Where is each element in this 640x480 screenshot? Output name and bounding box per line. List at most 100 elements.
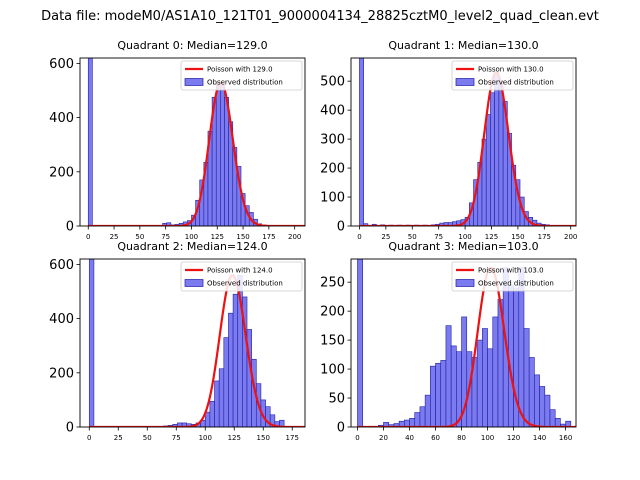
quadrant-1-plot-area [359,58,576,226]
x-tick-label: 160 [559,434,572,442]
x-tick-label: 125 [211,233,224,241]
legend-box [180,60,303,91]
histogram-bar [209,400,215,427]
histogram-bar [487,348,494,427]
histogram-bar [409,418,416,427]
histogram-bar [87,58,93,226]
y-tick-label: 400 [49,111,74,126]
x-tick-label: 100 [458,233,471,241]
x-tick-label: 0 [355,434,359,442]
y-tick-label: 200 [49,366,74,381]
histogram-bar [539,386,546,427]
legend: Poisson with 130.0 Observed distribution [451,60,574,91]
x-tick-label: 75 [434,233,443,241]
legend-label: Observed distribution [478,79,554,87]
y-tick-label: 0 [337,220,345,235]
quadrant-2-title: Quadrant 2: Median=124.0 [117,240,267,253]
histogram-bar [554,418,561,427]
x-tick-label: 150 [257,434,270,442]
histogram-bar [215,82,221,226]
x-tick-label: 0 [87,434,91,442]
quadrant-0-title: Quadrant 0: Median=129.0 [117,39,267,52]
y-tick-label: 600 [49,258,74,273]
x-tick-label: 200 [564,233,577,241]
histogram-bar [476,339,483,427]
x-tick-label: 0 [86,233,90,241]
quadrant-3-title: Quadrant 3: Median=103.0 [388,240,538,253]
x-tick-label: 50 [143,434,152,442]
histogram-bar [214,380,220,427]
axes-frame [350,57,577,227]
legend-bar-swatch [184,78,204,86]
histogram-bar [424,394,431,427]
y-tick-label: 250 [320,276,345,291]
histogram-bar [435,362,442,427]
histogram-bar [440,360,447,427]
legend-label: Poisson with 124.0 [207,267,273,275]
x-tick-label: 175 [538,233,551,241]
legend: Poisson with 103.0 Observed distribution [451,261,574,292]
legend-label: Poisson with 130.0 [478,66,544,74]
histogram-bar [220,84,225,226]
x-tick-label: 60 [431,434,440,442]
legend-label: Observed distribution [207,280,283,288]
histogram-bar [204,411,211,427]
quadrant-3-plot-area [357,259,576,427]
legend-label: Poisson with 129.0 [207,66,273,74]
axes-frame [79,57,306,227]
x-tick-label: 25 [114,434,123,442]
legend-box [451,60,574,91]
histogram-bar [88,259,95,427]
histogram-bar [490,92,495,226]
y-tick-label: 200 [320,162,345,177]
x-tick-label: 80 [457,434,466,442]
x-tick-label: 40 [405,434,414,442]
legend-box [451,261,574,292]
histogram-bar [414,412,421,427]
histogram-bar [223,337,229,427]
poisson-curve [89,274,305,427]
x-tick-label: 125 [485,233,498,241]
histogram-bar [534,374,540,427]
histogram-bar [485,114,491,226]
quadrant-1-title: Quadrant 1: Median=130.0 [388,39,538,52]
histogram-bar [430,365,436,427]
histogram-bar [528,357,535,427]
quadrant-0-plot-area [87,58,305,226]
quadrant-3-panel: Quadrant 3: Median=103.0 0 20 40 60 80 100 120… [320,240,577,442]
y-tick-label: 400 [320,104,345,119]
legend-label: Observed distribution [478,280,554,288]
histogram-bar [218,368,225,427]
legend: Poisson with 129.0 Observed distribution [180,60,303,91]
y-tick-label: 50 [328,392,345,407]
x-tick-label: 25 [110,233,119,241]
x-tick-label: 75 [172,434,181,442]
histogram-bar [359,58,364,226]
y-tick-label: 400 [49,312,74,327]
histogram-bar [445,325,452,427]
x-tick-label: 125 [228,434,241,442]
y-tick-label: 200 [320,305,345,320]
legend-box [180,261,303,292]
histogram-bar [224,96,229,226]
histogram-bar [450,345,457,427]
x-tick-label: 100 [481,434,494,442]
histogram-bar [549,409,556,427]
legend: Poisson with 124.0 Observed distribution [180,261,303,292]
y-tick-label: 500 [320,75,345,90]
histogram-bar [228,312,234,427]
legend-bar-swatch [455,78,475,86]
axes-frame [350,258,577,428]
histogram-bar [269,414,276,427]
x-tick-label: 150 [511,233,524,241]
x-tick-label: 50 [408,233,417,241]
x-tick-label: 50 [135,233,144,241]
histogram-bar [419,406,426,427]
histogram-bar [508,284,514,427]
x-tick-label: 25 [381,233,390,241]
y-tick-label: 150 [320,334,345,349]
histogram-bar [482,328,488,427]
y-tick-label: 0 [337,421,345,436]
y-tick-label: 0 [66,421,74,436]
